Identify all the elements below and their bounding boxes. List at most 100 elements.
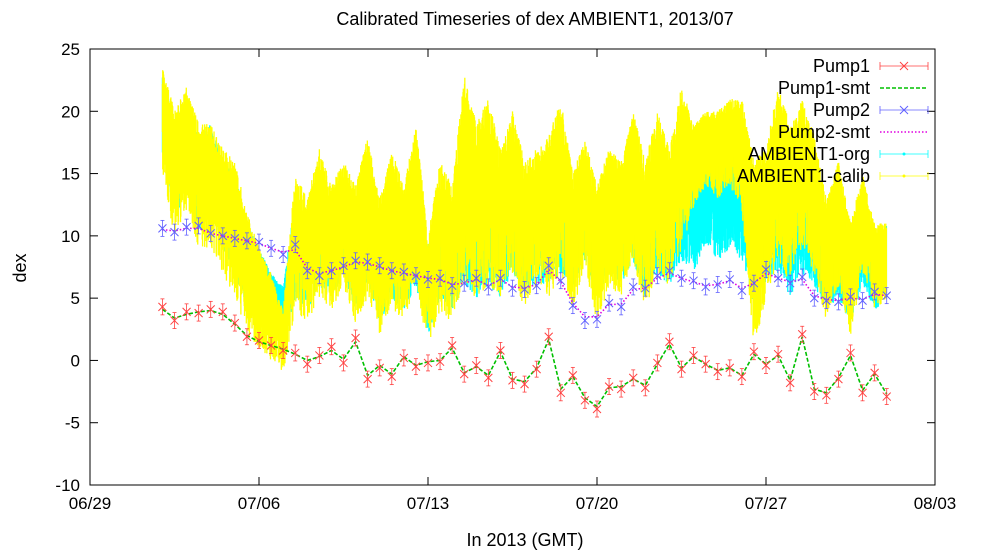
data-point <box>556 272 566 290</box>
data-point <box>882 388 892 405</box>
data-point <box>592 310 602 328</box>
data-point <box>302 355 312 373</box>
data-point <box>737 368 747 386</box>
data-point <box>653 267 662 285</box>
data-point <box>435 353 445 371</box>
axis-layer: -10 -5 0 5 10 15 20 25 06/29 07/06 07/13 07/20 07/27… <box>55 40 956 513</box>
data-point <box>665 262 674 280</box>
data-point <box>665 333 674 351</box>
legend-item-pump2-smt: Pump2-smt <box>778 122 928 142</box>
data-point <box>194 217 203 235</box>
y-tick-label: 20 <box>61 102 80 121</box>
data-point <box>471 269 481 287</box>
data-point <box>423 354 433 372</box>
data-point <box>194 304 203 322</box>
data-point <box>242 328 252 346</box>
data-point <box>532 360 541 378</box>
data-point <box>882 287 892 305</box>
data-point <box>496 342 505 359</box>
data-point <box>230 229 240 247</box>
data-point <box>556 384 566 402</box>
y-tick-label: 10 <box>61 227 80 246</box>
data-point <box>628 278 638 296</box>
data-point <box>363 370 372 388</box>
legend-item-ambient1-calib: AMBIENT1-calib <box>737 166 929 186</box>
data-point <box>315 347 324 364</box>
legend-label: Pump1-smt <box>778 78 870 98</box>
legend-item-pump1-smt: Pump1-smt <box>778 78 928 98</box>
data-point <box>520 375 529 393</box>
data-point <box>447 277 457 295</box>
data-point <box>580 312 590 329</box>
data-point <box>773 269 783 287</box>
data-point <box>254 233 264 251</box>
data-point <box>375 359 385 377</box>
legend-label: Pump1 <box>813 56 870 76</box>
data-point <box>339 354 348 372</box>
data-point <box>411 358 421 376</box>
data-point <box>580 391 590 409</box>
data-point <box>447 337 457 354</box>
data-point <box>351 252 360 270</box>
data-point <box>278 246 288 263</box>
data-point <box>568 366 578 384</box>
data-point <box>496 269 505 287</box>
data-point <box>737 282 747 300</box>
data-point <box>218 303 228 321</box>
legend: Pump1Pump1-smtPump2Pump2-smtAMBIENT1-org… <box>737 56 929 186</box>
data-point <box>858 292 867 310</box>
data-point <box>870 283 879 301</box>
y-tick-label: 15 <box>61 165 80 184</box>
y-tick-label: 25 <box>61 40 80 59</box>
data-point <box>604 294 614 312</box>
data-point <box>713 276 723 293</box>
data-point <box>290 344 300 362</box>
data-point <box>846 344 855 362</box>
data-point <box>701 278 710 296</box>
data-point <box>846 288 855 306</box>
data-point <box>158 298 167 316</box>
legend-item-pump1: Pump1 <box>813 56 929 76</box>
legend-label: Pump2-smt <box>778 122 870 142</box>
data-point <box>206 224 216 242</box>
data-point <box>218 227 228 245</box>
data-point <box>230 314 240 332</box>
legend-item-pump2: Pump2 <box>813 100 929 120</box>
data-point <box>411 267 421 285</box>
data-point <box>640 379 650 397</box>
data-point <box>834 370 843 388</box>
data-point <box>749 274 759 292</box>
x-tick-label: 07/06 <box>238 494 281 513</box>
data-point <box>677 360 686 378</box>
data-point <box>834 293 843 311</box>
data-point <box>327 338 336 356</box>
data-point <box>544 257 554 275</box>
data-point <box>387 262 397 280</box>
data-point <box>797 268 807 286</box>
y-tick-label: 5 <box>71 289 80 308</box>
data-point <box>761 357 771 374</box>
data-point <box>520 281 529 298</box>
data-point <box>725 359 735 377</box>
data-point <box>604 378 614 395</box>
legend-label: AMBIENT1-org <box>748 144 870 164</box>
data-point <box>484 369 493 387</box>
data-point <box>508 371 517 389</box>
chart-title: Calibrated Timeseries of dex AMBIENT1, 2… <box>336 9 733 29</box>
data-point <box>315 267 324 285</box>
data-point <box>544 328 554 346</box>
data-point <box>689 347 698 364</box>
data-point <box>785 274 795 292</box>
data-point <box>568 297 578 315</box>
data-point <box>701 355 710 373</box>
data-point <box>182 303 191 321</box>
data-point <box>158 219 167 237</box>
data-point <box>785 374 795 392</box>
legend-item-ambient1-org: AMBIENT1-org <box>748 144 929 164</box>
data-point <box>508 279 517 297</box>
data-point <box>266 239 276 257</box>
x-tick-label: 06/29 <box>69 494 112 513</box>
data-point <box>242 232 252 250</box>
data-point <box>761 261 771 278</box>
